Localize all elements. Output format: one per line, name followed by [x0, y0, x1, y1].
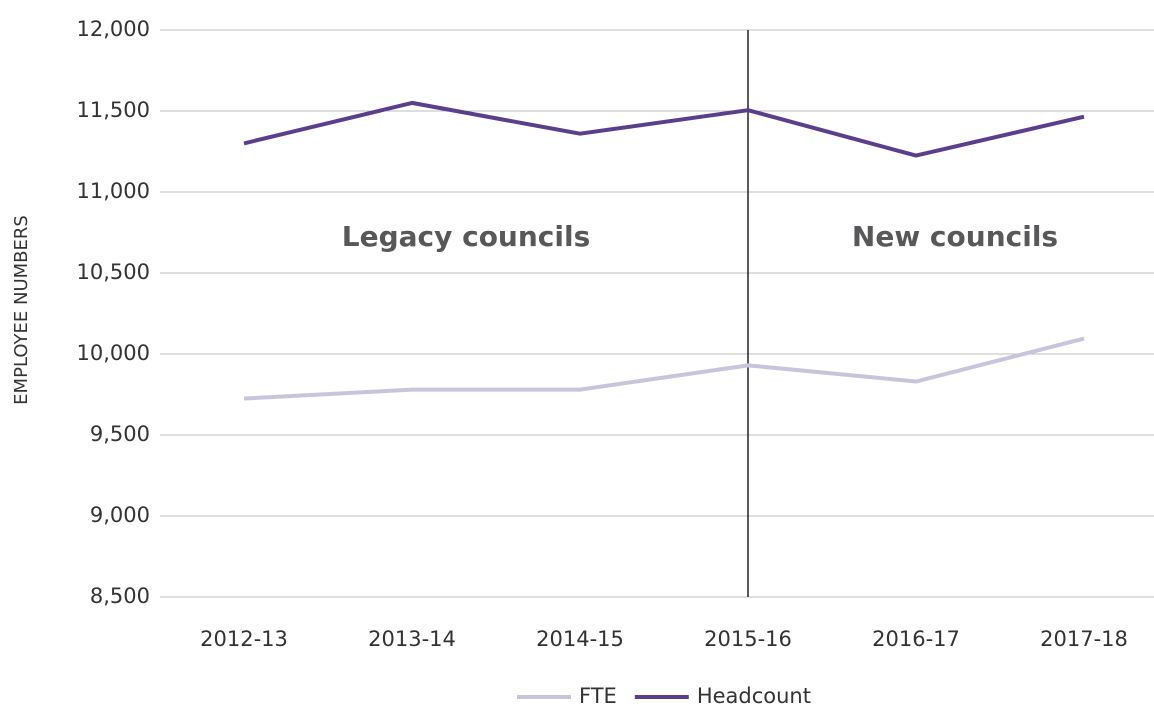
- y-tick-label: 9,500: [90, 422, 150, 446]
- x-tick-label: 2015-16: [704, 627, 792, 651]
- annotation: New councils: [852, 220, 1058, 253]
- x-tick-label: 2017-18: [1040, 627, 1128, 651]
- x-tick-label: 2014-15: [536, 627, 624, 651]
- x-tick-label: 2013-14: [368, 627, 456, 651]
- y-tick-label: 9,000: [90, 503, 150, 527]
- y-tick-label: 11,500: [77, 98, 150, 122]
- x-tick-label: 2012-13: [200, 627, 288, 651]
- y-tick-label: 10,500: [77, 260, 150, 284]
- series-line: [243, 100, 1085, 158]
- annotation: Legacy councils: [342, 220, 591, 253]
- y-tick-label: 11,000: [77, 179, 150, 203]
- legend-label: Headcount: [697, 684, 811, 707]
- legend-label: FTE: [579, 684, 617, 707]
- y-tick-label: 12,000: [77, 17, 150, 41]
- series-line: [243, 336, 1085, 401]
- y-axis-label: EMPLOYEE NUMBERS: [11, 215, 32, 405]
- x-tick-label: 2016-17: [872, 627, 960, 651]
- y-tick-label: 8,500: [90, 584, 150, 608]
- y-tick-label: 10,000: [77, 341, 150, 365]
